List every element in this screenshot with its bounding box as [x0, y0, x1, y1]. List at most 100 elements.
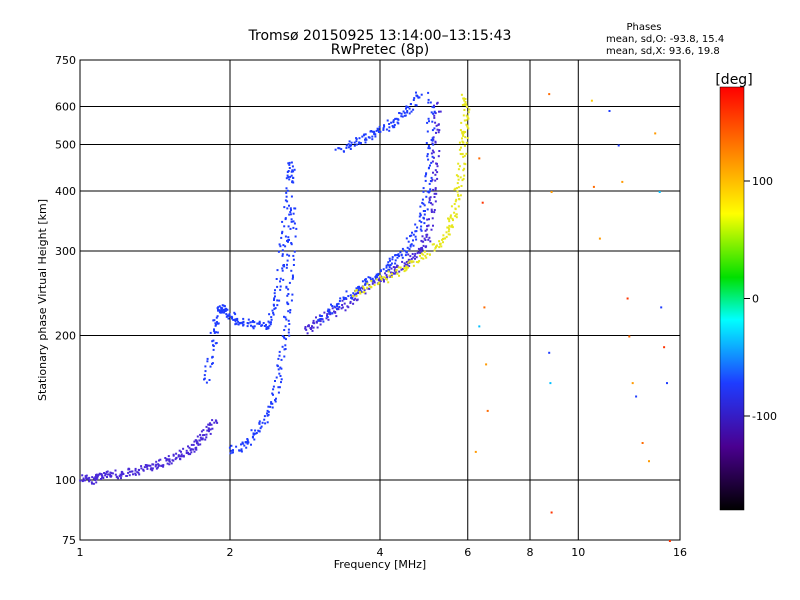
echo-point: [305, 328, 308, 331]
echo-point: [287, 170, 290, 172]
echo-point: [276, 285, 279, 288]
echo-point: [286, 259, 289, 262]
echo-point: [433, 127, 436, 130]
echo-point: [427, 91, 430, 94]
echo-point: [273, 299, 275, 301]
echo-point: [457, 195, 460, 197]
echo-point: [327, 318, 330, 321]
echo-point: [142, 469, 145, 472]
echo-point: [422, 210, 425, 212]
echo-point: [118, 475, 121, 478]
echo-point: [430, 152, 433, 155]
echo-point: [438, 246, 441, 249]
echo-point: [216, 315, 219, 318]
echo-point: [277, 357, 280, 360]
y-tick-label: 300: [55, 245, 76, 258]
echo-point: [448, 220, 451, 223]
echo-point: [403, 267, 406, 269]
echo-point: [550, 511, 553, 514]
echo-point: [121, 473, 124, 476]
echo-point: [205, 436, 208, 439]
echo-point: [285, 318, 288, 321]
echo-point: [367, 276, 370, 279]
echo-point: [266, 412, 268, 415]
echo-point: [425, 172, 428, 175]
echo-point: [465, 105, 468, 108]
echo-point: [368, 284, 371, 286]
echo-point: [106, 476, 108, 478]
echo-point: [364, 292, 367, 295]
echo-point: [435, 124, 438, 127]
echo-point: [431, 120, 434, 123]
echo-point: [430, 210, 433, 213]
y-tick-label: 100: [55, 474, 76, 487]
echo-point: [230, 315, 233, 318]
echo-point: [426, 253, 429, 255]
echo-point: [92, 482, 95, 485]
echo-point: [428, 236, 431, 239]
echo-point: [88, 476, 91, 479]
echo-point: [331, 305, 334, 307]
echo-point: [286, 263, 288, 266]
echo-point: [198, 439, 201, 442]
echo-point: [204, 438, 207, 441]
echo-point: [232, 318, 235, 321]
echo-point: [371, 282, 374, 285]
echo-point: [85, 474, 88, 477]
echo-point: [635, 395, 638, 398]
echo-point: [378, 125, 381, 128]
echo-point: [250, 429, 253, 432]
echo-point: [445, 235, 448, 238]
echo-point: [429, 240, 432, 243]
echo-point: [418, 215, 421, 218]
echo-point: [463, 103, 466, 106]
echo-point: [404, 263, 407, 266]
echo-point: [289, 211, 292, 213]
echo-point: [358, 141, 361, 144]
echo-point: [258, 430, 261, 433]
echo-point: [288, 204, 290, 207]
echo-point: [284, 325, 287, 328]
echo-point: [439, 110, 442, 113]
echo-point: [421, 240, 424, 243]
echo-point: [424, 179, 427, 182]
echo-point: [406, 246, 409, 249]
echo-point: [209, 428, 212, 431]
echo-point: [387, 261, 390, 264]
echo-point: [432, 151, 435, 154]
echo-point: [364, 138, 366, 141]
echo-point: [190, 443, 193, 446]
echo-point: [212, 319, 215, 322]
echo-point: [341, 304, 344, 306]
echo-point: [435, 131, 437, 134]
echo-point: [182, 454, 185, 457]
echo-point: [128, 470, 131, 473]
colorbar-label: [deg]: [715, 72, 752, 88]
echo-point: [423, 204, 426, 207]
echo-point: [462, 155, 465, 158]
echo-point: [391, 256, 394, 259]
echo-point: [287, 331, 290, 334]
echo-point: [180, 453, 183, 456]
echo-point: [424, 254, 427, 257]
echo-point: [354, 290, 357, 293]
echo-point: [409, 103, 412, 105]
echo-point: [410, 110, 413, 113]
echo-point: [390, 121, 393, 124]
echo-point: [425, 233, 428, 236]
echo-point: [419, 252, 422, 254]
echo-point: [96, 476, 99, 479]
echo-point: [326, 314, 328, 317]
echo-point: [223, 305, 226, 308]
x-tick-label: 1: [77, 546, 84, 559]
echo-point: [408, 265, 411, 268]
echo-point: [252, 327, 255, 330]
echo-point: [211, 419, 214, 422]
echo-point: [355, 143, 358, 146]
echo-point: [428, 182, 431, 185]
echo-point: [114, 473, 117, 476]
echo-point: [388, 266, 391, 269]
echo-point: [465, 152, 468, 155]
echo-point: [96, 474, 99, 477]
echo-point: [213, 328, 215, 331]
